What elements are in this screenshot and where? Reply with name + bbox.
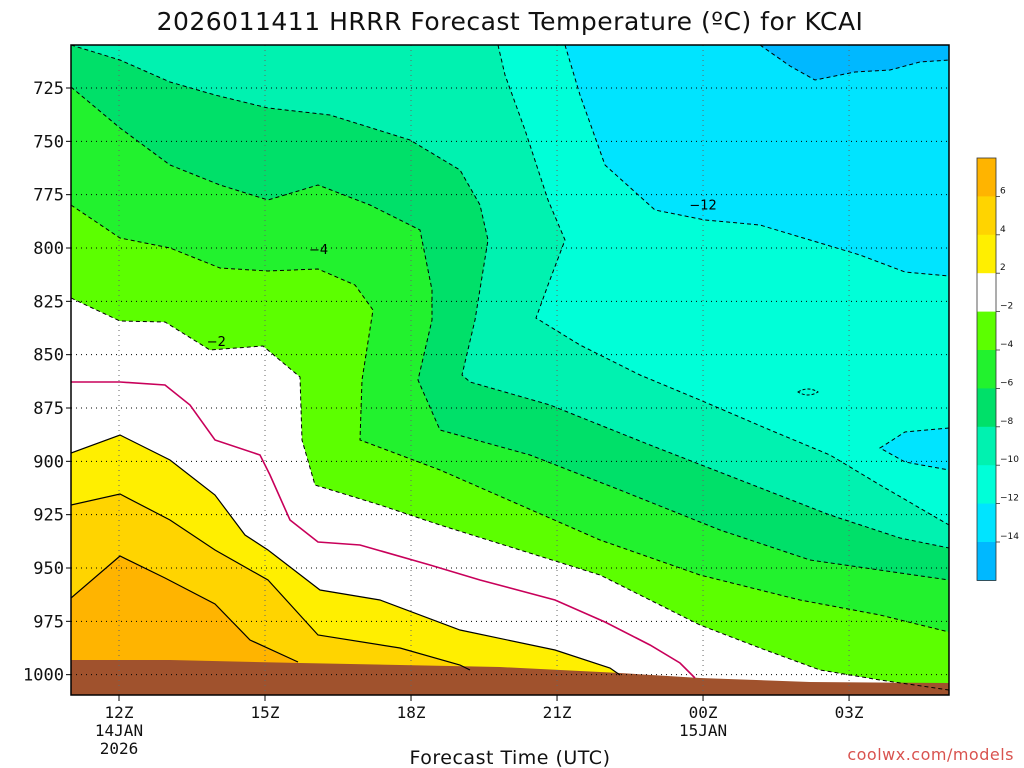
colorbar-swatch <box>977 158 996 197</box>
colorbar: 6 4 2 −2 −4 −6 −8 −10 −12 −14 <box>976 157 1019 581</box>
y-tick-label: 850 <box>33 346 64 366</box>
contour-line-minus-10 <box>497 45 949 526</box>
colorbar-tick-label: 6 <box>1000 186 1006 196</box>
plot-area: −4 −2 −12 <box>71 45 949 695</box>
contour-line-0 <box>71 381 696 679</box>
y-tick-label: 725 <box>33 79 64 99</box>
y-tick-label: 825 <box>33 292 64 312</box>
cold-pocket-925 <box>880 428 949 470</box>
ground-below-surface <box>71 660 949 695</box>
y-tick-label: 900 <box>33 452 64 472</box>
x-tick-year: 2026 <box>100 739 139 758</box>
y-tick-label: 775 <box>33 186 64 206</box>
y-axis: 725 750 775 800 825 850 875 900 925 950 975 1000 <box>23 79 71 686</box>
colorbar-frame <box>976 157 997 581</box>
colorbar-swatch <box>977 273 996 313</box>
plot-frame <box>70 44 950 696</box>
colorbar-swatch <box>977 388 996 428</box>
contour-line-minus-4 <box>71 204 949 633</box>
x-tick-date: 15JAN <box>679 721 727 740</box>
colorbar-tick-label: 4 <box>1000 225 1006 235</box>
chart-title: 2026011411 HRRR Forecast Temperature (ºC… <box>157 7 864 36</box>
y-tick-label: 875 <box>33 399 64 419</box>
colorbar-swatch <box>977 542 996 581</box>
gridlines <box>71 45 949 695</box>
colorbar-swatch <box>977 350 996 389</box>
contour-label: −2 <box>207 335 226 350</box>
x-tick-label: 21Z <box>543 703 572 722</box>
colorbar-tick-label: −2 <box>1000 302 1013 312</box>
colorbar-swatch <box>977 503 996 543</box>
x-tick-label: 15Z <box>251 703 280 722</box>
contour-line-6 <box>71 555 299 663</box>
y-tick-label: 800 <box>33 239 64 259</box>
x-tick-label: 03Z <box>835 703 864 722</box>
colorbar-tick-label: −14 <box>1000 532 1019 542</box>
y-tick-label: 975 <box>33 612 64 632</box>
contour-label: −4 <box>309 243 328 258</box>
contour-label: −12 <box>689 198 716 213</box>
x-axis-label: Forecast Time (UTC) <box>410 747 611 768</box>
colorbar-swatch <box>977 311 996 351</box>
fill-band-minus-14-corner <box>760 45 949 80</box>
contour-line-2 <box>71 434 621 676</box>
y-tick-label: 1000 <box>23 666 64 686</box>
x-tick-date: 14JAN <box>95 721 143 740</box>
contour-labels: −4 −2 −12 <box>207 198 717 350</box>
colorbar-swatch <box>977 234 996 274</box>
credit-text: coolwx.com/models <box>847 745 1014 764</box>
y-tick-label: 750 <box>33 132 64 152</box>
colorbar-tick-label: −12 <box>1000 494 1019 504</box>
contour-line-minus-2 <box>71 297 949 691</box>
contour-line-minus-14 <box>759 45 949 81</box>
colorbar-tick-label: −10 <box>1000 455 1019 465</box>
colorbar-tick-label: −4 <box>1000 340 1014 350</box>
colorbar-tick-label: 2 <box>1000 263 1006 273</box>
y-tick-label: 925 <box>33 506 64 526</box>
y-tick-label: 950 <box>33 559 64 579</box>
contour-line-minus-6 <box>71 86 949 581</box>
colorbar-swatch <box>977 426 996 466</box>
contour-line-minus-12 <box>564 45 949 277</box>
colorbar-tick-label: −8 <box>1000 417 1014 427</box>
contour-line-small-loop <box>797 388 819 396</box>
x-tick-label: 00Z <box>689 703 718 722</box>
x-tick-label: 18Z <box>397 703 426 722</box>
contour-line-4 <box>71 493 471 671</box>
contour-line-cold-pocket <box>879 427 949 471</box>
colorbar-tick-label: −6 <box>1000 378 1014 388</box>
colorbar-swatch <box>977 465 996 505</box>
x-tick-label: 12Z <box>105 703 134 722</box>
colorbar-swatch <box>977 196 996 236</box>
